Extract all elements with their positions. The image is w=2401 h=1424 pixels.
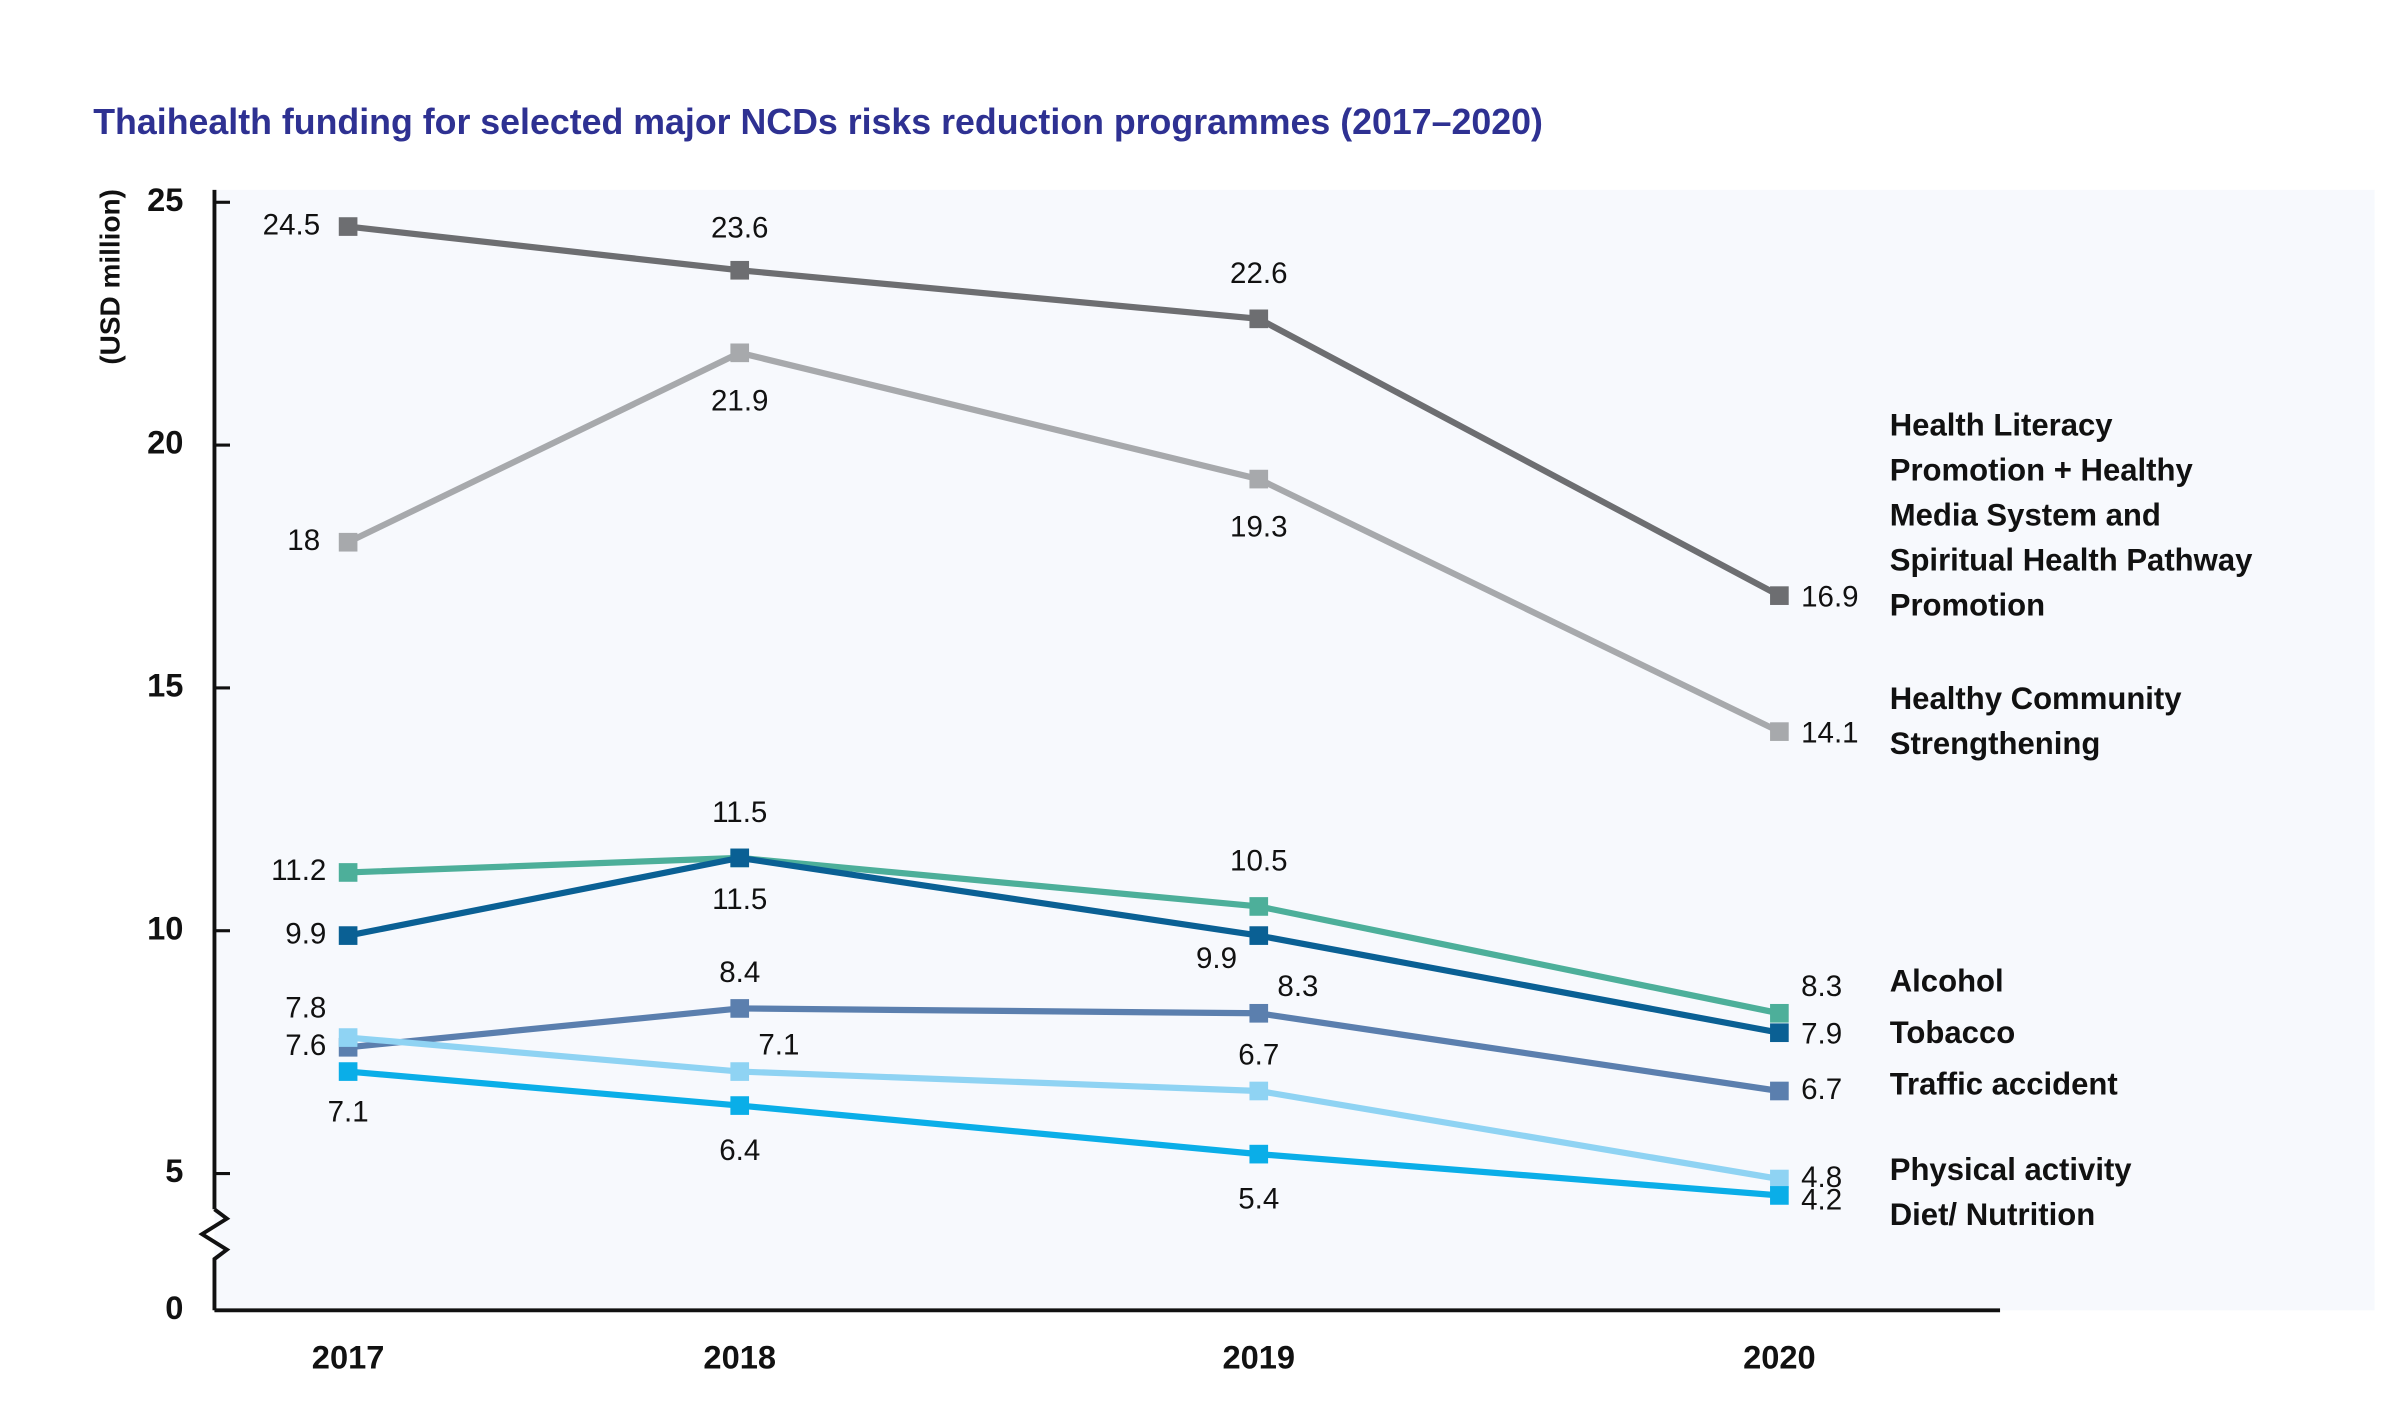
legend-entry: Traffic accident <box>1889 1067 2118 1103</box>
legend-label: Healthy Community Strengthening <box>1889 682 2182 762</box>
point-marker <box>1770 1003 1789 1023</box>
point-marker <box>1249 1003 1269 1023</box>
point-marker <box>1770 1186 1789 1205</box>
point-marker <box>338 1028 358 1047</box>
point-marker <box>1249 1144 1269 1164</box>
point-marker <box>1770 1169 1789 1189</box>
data-label: 14.1 <box>1801 717 1858 750</box>
data-label: 11.5 <box>712 796 767 829</box>
point-marker <box>730 1062 750 1081</box>
data-label: 6.7 <box>1801 1073 1842 1106</box>
data-label: 21.9 <box>711 384 768 417</box>
legend-label: Diet/ Nutrition <box>1889 1198 2096 1233</box>
data-label: 7.6 <box>285 1029 326 1062</box>
point-marker <box>1249 469 1269 489</box>
data-label: 9.9 <box>285 917 326 950</box>
data-label: 7.1 <box>328 1095 369 1128</box>
y-tick-label: 15 <box>147 667 183 704</box>
point-marker <box>1770 586 1789 605</box>
y-tick-label: 20 <box>147 424 183 461</box>
data-label: 11.2 <box>271 854 326 887</box>
legend-label: Physical activity <box>1889 1153 2132 1188</box>
point-marker <box>730 999 750 1018</box>
legend-entry: Health Literacy Promotion + Healthy Medi… <box>1889 408 2253 624</box>
data-label: 6.4 <box>719 1134 760 1167</box>
data-label: 18 <box>287 524 320 557</box>
legend-label: Health Literacy Promotion + Healthy Medi… <box>1889 408 2253 624</box>
line <box>347 223 1781 599</box>
data-label: 4.8 <box>1801 1161 1842 1194</box>
data-label: 7.1 <box>758 1028 799 1061</box>
point-marker <box>338 1062 358 1081</box>
data-label: 4.2 <box>1801 1183 1842 1216</box>
point-marker <box>338 217 358 236</box>
legend-entry: Physical activity <box>1889 1153 2132 1188</box>
point-marker <box>1770 1081 1789 1101</box>
legend-entry: Diet/ Nutrition <box>1889 1198 2096 1233</box>
y-tick-label: 25 <box>147 181 183 218</box>
data-label: 8.4 <box>719 956 760 989</box>
x-tick-label: 2018 <box>703 1339 776 1376</box>
legend-entry: Tobacco <box>1889 1016 2016 1051</box>
data-label: 22.6 <box>1230 257 1287 290</box>
legend-entry: Healthy Community Strengthening <box>1889 682 2182 762</box>
data-label: 8.3 <box>1277 970 1318 1003</box>
line <box>347 1068 1780 1199</box>
data-label: 19.3 <box>1230 511 1287 544</box>
legend-label: Tobacco <box>1889 1016 2016 1051</box>
data-label: 16.9 <box>1801 581 1858 614</box>
chart-title: Thaihealth funding for selected major NC… <box>93 102 1543 142</box>
y-tick-label: 0 <box>165 1289 183 1326</box>
line <box>347 854 1781 1017</box>
point-marker <box>1249 926 1269 945</box>
legend-label: Alcohol <box>1889 965 2004 1000</box>
legend-label: Traffic accident <box>1889 1067 2118 1103</box>
point-marker <box>730 848 750 868</box>
line <box>347 1034 1780 1183</box>
data-label: 8.3 <box>1801 970 1842 1003</box>
data-label: 5.4 <box>1238 1183 1279 1216</box>
line <box>347 854 1780 1036</box>
point-marker <box>338 863 358 882</box>
point-marker <box>338 532 358 552</box>
point-marker <box>338 926 358 945</box>
point-marker <box>730 260 750 280</box>
point-marker <box>730 1096 750 1115</box>
x-tick-label: 2017 <box>312 1339 385 1376</box>
legend-entry: Alcohol <box>1889 965 2004 1000</box>
data-label: 11.5 <box>712 883 767 916</box>
data-label: 7.9 <box>1801 1018 1842 1051</box>
y-tick-label: 5 <box>165 1152 183 1189</box>
data-label: 24.5 <box>263 208 320 241</box>
point-marker <box>1249 897 1269 916</box>
point-marker <box>1770 722 1789 741</box>
data-label: 10.5 <box>1230 845 1287 878</box>
axis-break <box>198 1207 231 1311</box>
data-label: 23.6 <box>711 212 768 245</box>
data-label: 7.8 <box>285 991 326 1024</box>
y-tick-label: 10 <box>147 909 183 946</box>
x-tick-label: 2019 <box>1222 1339 1295 1376</box>
y-axis-label: (USD million) <box>94 189 125 365</box>
x-tick-label: 2020 <box>1743 1339 1816 1376</box>
point-marker <box>730 343 750 363</box>
point-marker <box>1770 1023 1789 1043</box>
data-label: 9.9 <box>1196 942 1237 975</box>
point-marker <box>1249 1081 1269 1101</box>
data-label: 6.7 <box>1238 1039 1279 1072</box>
line <box>346 349 1781 735</box>
plot-background <box>214 189 2375 1311</box>
point-marker <box>1249 309 1269 329</box>
line <box>347 1005 1780 1095</box>
